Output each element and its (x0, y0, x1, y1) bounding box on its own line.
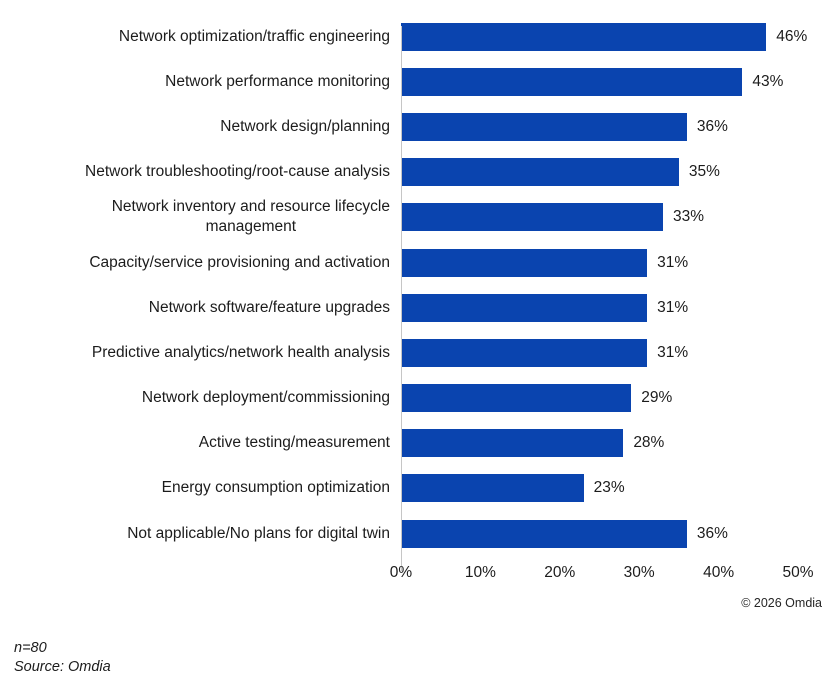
chart-row: Network troubleshooting/root-cause analy… (0, 150, 833, 195)
bar-chart: Network optimization/traffic engineering… (0, 14, 833, 571)
bar-value-label: 36% (696, 524, 728, 542)
bar (401, 67, 743, 96)
bar-value-label: 31% (657, 343, 689, 361)
bar-track: 31% (401, 293, 833, 322)
bar-track: 31% (401, 338, 833, 367)
category-label: Network deployment/commissioning (141, 389, 390, 407)
bar (401, 158, 679, 187)
x-tick-label: 20% (544, 564, 576, 581)
bar (401, 338, 648, 367)
source-text: Source: Omdia (14, 659, 111, 675)
bar (401, 112, 687, 141)
chart-row: Energy consumption optimization 23% (0, 466, 833, 511)
bar (401, 203, 664, 232)
chart-row: Network deployment/commissioning 29% (0, 376, 833, 421)
category-cell: Network inventory and resource lifecycle… (0, 197, 401, 237)
chart-row: Network design/planning 36% (0, 104, 833, 149)
chart-row: Not applicable/No plans for digital twin… (0, 511, 833, 556)
category-cell: Network design/planning (0, 117, 401, 137)
category-cell: Active testing/measurement (0, 433, 401, 453)
bar-track: 23% (401, 474, 833, 503)
bar-value-label: 31% (657, 298, 689, 316)
chart-row: Network performance monitoring 43% (0, 59, 833, 104)
bar-track: 43% (401, 67, 833, 96)
category-label: Network optimization/traffic engineering (118, 27, 390, 45)
bar (401, 293, 648, 322)
category-cell: Energy consumption optimization (0, 478, 401, 498)
category-label: Not applicable/No plans for digital twin (127, 524, 390, 542)
category-label: Predictive analytics/network health anal… (91, 343, 390, 361)
bar-track: 36% (401, 112, 833, 141)
category-label: Network software/feature upgrades (148, 298, 390, 316)
bar (401, 474, 584, 503)
bar-track: 46% (401, 22, 833, 51)
bar-track: 28% (401, 429, 833, 458)
chart-row: Network optimization/traffic engineering… (0, 14, 833, 59)
bar-track: 29% (401, 384, 833, 413)
value-axis-line (401, 26, 402, 571)
bar (401, 384, 632, 413)
sample-size-text: n=80 (14, 640, 47, 656)
category-label: Energy consumption optimization (161, 479, 390, 497)
bar-track: 31% (401, 248, 833, 277)
category-label: Network design/planning (220, 117, 390, 135)
chart-row: Predictive analytics/network health anal… (0, 330, 833, 375)
bar-value-label: 43% (752, 72, 784, 90)
x-tick-label: 10% (464, 564, 496, 581)
category-cell: Network troubleshooting/root-cause analy… (0, 162, 401, 182)
category-label: Network performance monitoring (165, 72, 390, 90)
category-cell: Network performance monitoring (0, 72, 401, 92)
bar-value-label: 31% (657, 253, 689, 271)
bar-value-label: 36% (696, 117, 728, 135)
bar-track: 35% (401, 158, 833, 187)
category-cell: Not applicable/No plans for digital twin (0, 524, 401, 544)
x-tick-label: 30% (623, 564, 655, 581)
category-cell: Network software/feature upgrades (0, 298, 401, 318)
bar-value-label: 33% (673, 208, 705, 226)
copyright-text: © 2026 Omdia (741, 596, 822, 610)
category-cell: Predictive analytics/network health anal… (0, 343, 401, 363)
category-label: Capacity/service provisioning and activa… (89, 253, 390, 271)
chart-footnote: n=80 Source: Omdia (14, 639, 111, 677)
x-tick-label: 40% (703, 564, 735, 581)
chart-row: Capacity/service provisioning and activa… (0, 240, 833, 285)
x-axis-ticks: 0% 10% 20% 30% 40% 50% (390, 564, 814, 584)
bar-value-label: 28% (633, 434, 665, 452)
bar-track: 33% (401, 203, 833, 232)
category-label: Network inventory and resource lifecycle… (111, 198, 390, 236)
bar-value-label: 46% (776, 27, 808, 45)
bar-value-label: 23% (593, 479, 625, 497)
bar (401, 519, 687, 548)
bar-value-label: 29% (641, 389, 673, 407)
bar (401, 22, 767, 51)
category-cell: Network deployment/commissioning (0, 388, 401, 408)
chart-row: Network software/feature upgrades 31% (0, 285, 833, 330)
chart-row: Network inventory and resource lifecycle… (0, 195, 833, 240)
bar-track: 36% (401, 519, 833, 548)
category-label: Active testing/measurement (198, 434, 390, 452)
bar (401, 429, 624, 458)
chart-rows: Network optimization/traffic engineering… (0, 14, 833, 556)
category-label: Network troubleshooting/root-cause analy… (85, 163, 390, 181)
chart-row: Active testing/measurement 28% (0, 421, 833, 466)
x-tick-label: 0% (389, 564, 413, 581)
x-tick-label: 50% (782, 564, 814, 581)
bar-value-label: 35% (688, 163, 720, 181)
bar (401, 248, 648, 277)
category-cell: Network optimization/traffic engineering (0, 27, 401, 47)
category-cell: Capacity/service provisioning and activa… (0, 253, 401, 273)
